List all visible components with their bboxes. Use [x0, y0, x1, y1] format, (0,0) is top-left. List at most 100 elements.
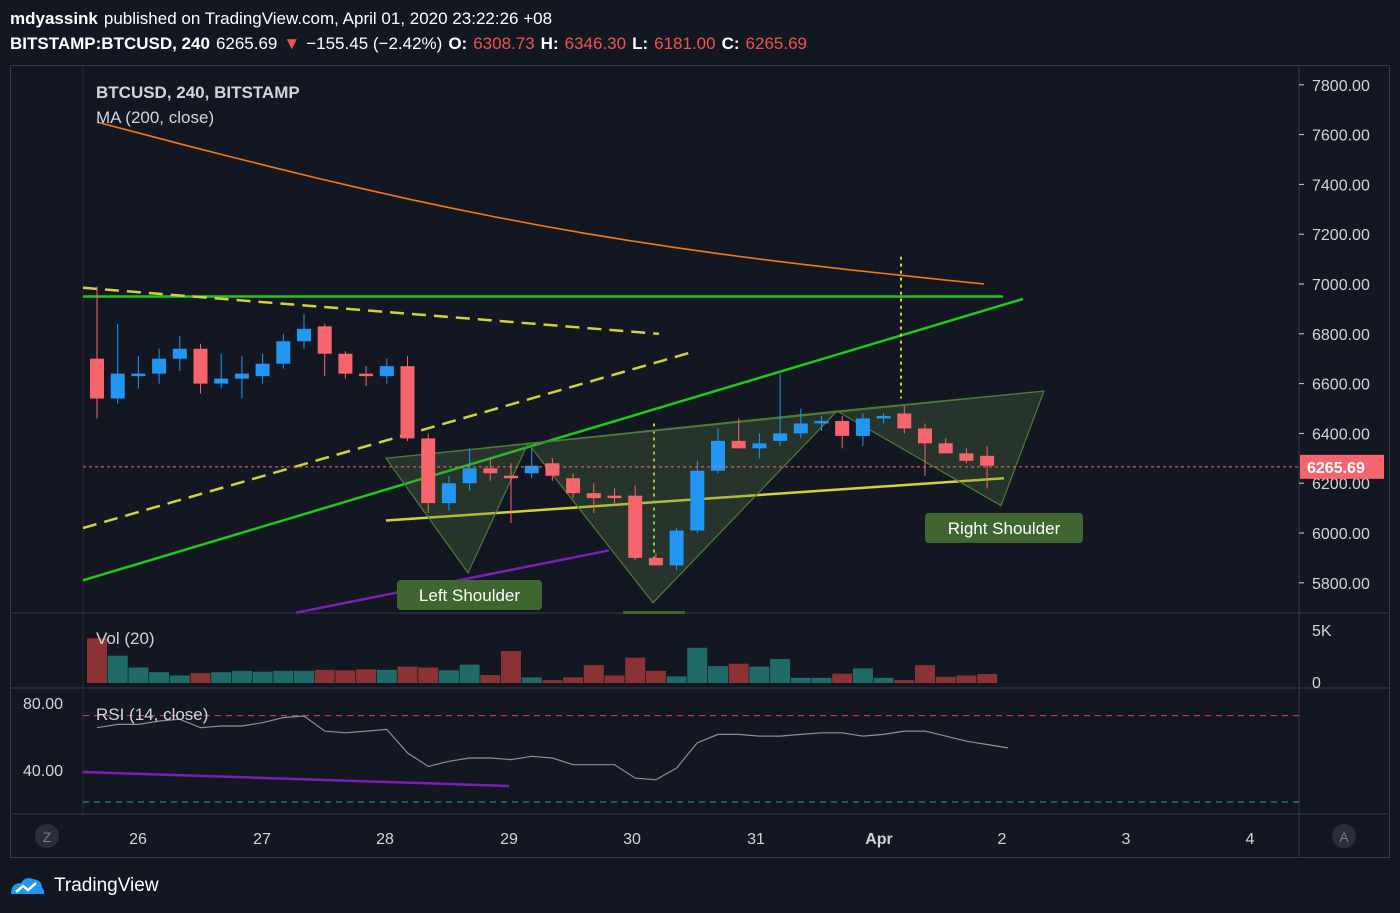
candle-body[interactable]	[483, 468, 498, 474]
volume-bar	[169, 675, 190, 683]
volume-bar	[356, 669, 377, 683]
author-name[interactable]: mdyassink	[10, 9, 98, 28]
footer-brand[interactable]: TradingView	[54, 875, 159, 896]
volume-bar	[770, 659, 791, 683]
candle-body[interactable]	[607, 495, 622, 499]
tradingview-logo-icon[interactable]	[8, 874, 46, 898]
candle-body[interactable]	[504, 475, 518, 479]
volume-bar	[252, 671, 273, 683]
candle-body[interactable]	[214, 378, 229, 384]
rising-trendline[interactable]	[82, 297, 1024, 582]
candle-body[interactable]	[255, 363, 270, 377]
zoom-button[interactable]	[35, 824, 59, 848]
price-tick-label: 7200.00	[1312, 227, 1370, 244]
candle-body[interactable]	[835, 420, 850, 436]
candle-body[interactable]	[773, 433, 788, 441]
upper-neckline[interactable]	[385, 390, 1045, 459]
volume-bar	[977, 674, 998, 683]
candle-body[interactable]	[669, 530, 684, 566]
candle-body[interactable]	[131, 373, 146, 377]
head-label-box[interactable]	[623, 611, 685, 614]
candle-body[interactable]	[359, 373, 374, 377]
volume-bar	[294, 670, 314, 683]
candle-body[interactable]	[338, 353, 353, 374]
volume-bar	[107, 655, 128, 683]
volume-bar	[604, 675, 625, 683]
candle-body[interactable]	[545, 463, 560, 476]
chart-frame[interactable]: 7800.00 7600.00 7400.00 7200.00 7000.00 6800.…	[10, 65, 1390, 858]
candle-body[interactable]	[524, 465, 539, 474]
volume-bar	[149, 672, 170, 683]
candle-body[interactable]	[648, 557, 663, 566]
chart-header: mdyassink published on TradingView.com, …	[10, 6, 1390, 58]
price-tick-label: 7800.00	[1312, 78, 1370, 95]
price-chart[interactable]: 7800.00 7600.00 7400.00 7200.00 7000.00 6800.…	[11, 66, 1389, 857]
symbol-label[interactable]: BITSTAMP:BTCUSD, 240	[10, 34, 210, 53]
pattern-triangle[interactable]	[526, 410, 839, 604]
volume-bar	[687, 647, 708, 683]
volume-bar	[873, 677, 894, 683]
candle-body[interactable]	[628, 495, 643, 558]
time-tick-label: 26	[129, 831, 147, 848]
candle-body[interactable]	[379, 366, 394, 377]
dashed-trendline[interactable]	[82, 286, 660, 336]
close-label: C:	[721, 34, 740, 53]
candle-body[interactable]	[980, 455, 995, 466]
volume-bar	[749, 666, 770, 683]
candle-body[interactable]	[752, 443, 767, 449]
candle-body[interactable]	[855, 418, 870, 436]
candle-body[interactable]	[317, 326, 332, 354]
candle-body[interactable]	[152, 358, 167, 374]
candle-body[interactable]	[90, 358, 104, 399]
volume-bar	[211, 672, 232, 683]
volume-bar	[438, 670, 459, 683]
low-label: L:	[632, 34, 649, 53]
candle-body[interactable]	[586, 493, 601, 499]
volume-bar	[418, 667, 439, 683]
candle-body[interactable]	[276, 341, 291, 364]
auto-scale-button[interactable]	[1332, 824, 1356, 848]
high-label: H:	[540, 34, 559, 53]
volume-indicator-label: Vol (20)	[96, 629, 155, 648]
candle-body[interactable]	[959, 453, 974, 461]
volume-bar	[376, 669, 397, 683]
candle-body[interactable]	[711, 440, 725, 471]
volume-bar	[335, 670, 356, 683]
volume-bar	[563, 677, 584, 683]
volume-bar	[811, 677, 832, 683]
high-value: 6346.30	[564, 34, 627, 53]
left-shoulder-label-box[interactable]	[397, 580, 542, 610]
rsi-divergence-line[interactable]	[82, 770, 510, 788]
volume-bar	[521, 677, 542, 683]
candle-body[interactable]	[110, 373, 125, 399]
candle-body[interactable]	[566, 478, 581, 494]
candle-body[interactable]	[421, 438, 436, 504]
candle-body[interactable]	[938, 443, 953, 454]
candle-body[interactable]	[193, 348, 208, 384]
candle-body[interactable]	[441, 483, 456, 504]
time-tick-label: 3	[1122, 831, 1131, 848]
time-tick-label: 29	[500, 831, 518, 848]
pattern-triangle[interactable]	[384, 442, 529, 575]
candle-body[interactable]	[690, 470, 705, 531]
candle-body[interactable]	[897, 413, 912, 429]
candle-body[interactable]	[172, 348, 187, 359]
zoom-button-label: Z	[43, 829, 52, 845]
ma-200-line	[96, 121, 985, 285]
footer: TradingView	[8, 872, 159, 900]
right-shoulder-label-box[interactable]	[925, 513, 1083, 543]
candle-body[interactable]	[876, 415, 891, 419]
candle-body[interactable]	[731, 440, 746, 449]
price-tick-label: 6200.00	[1312, 476, 1370, 493]
dashed-trendline[interactable]	[82, 350, 696, 530]
candle-body[interactable]	[297, 328, 311, 342]
volume-bar	[273, 670, 294, 683]
volume-bar	[87, 638, 107, 683]
candle-body[interactable]	[462, 468, 477, 484]
candle-body[interactable]	[814, 420, 829, 424]
candle-body[interactable]	[918, 428, 932, 444]
candle-body[interactable]	[400, 366, 415, 439]
candle-body[interactable]	[793, 423, 808, 434]
candle-body[interactable]	[234, 373, 249, 379]
price-change: −155.45 (−2.42%)	[306, 34, 443, 53]
